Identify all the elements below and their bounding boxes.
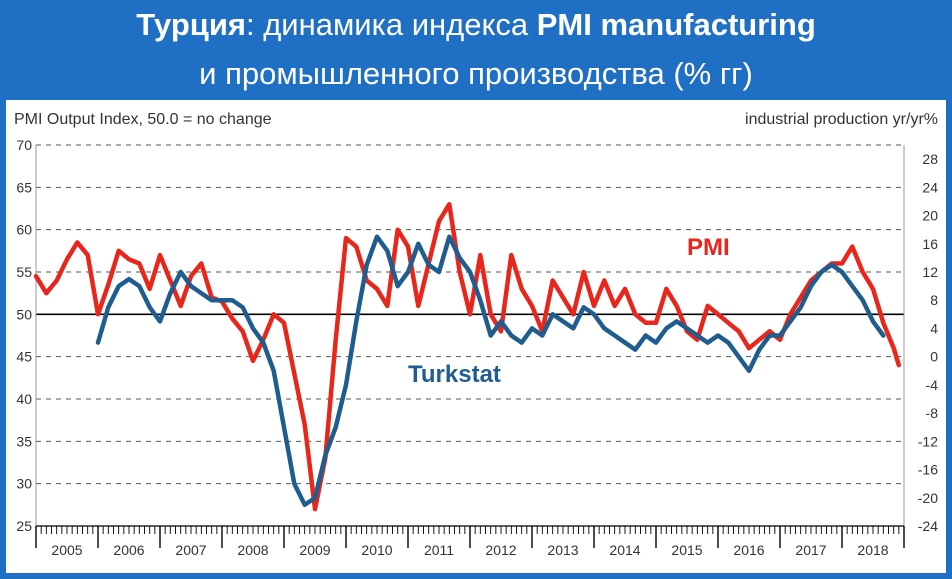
left-tick-label: 40 <box>16 391 32 407</box>
series-lines <box>33 202 902 512</box>
year-label: 2015 <box>671 542 702 558</box>
year-label: 2005 <box>51 542 82 558</box>
series-line-turkstat <box>95 234 886 508</box>
year-label: 2013 <box>547 542 578 558</box>
series-label-pmi: PMI <box>687 234 730 261</box>
right-tick-label: -4 <box>926 377 939 393</box>
left-tick-label: 50 <box>16 306 32 322</box>
year-label: 2010 <box>361 542 392 558</box>
title-line-1: Турция: динамика индекса PMI manufacturi… <box>0 6 952 44</box>
title-line-2: и промышленного производства (% гг) <box>199 56 753 91</box>
title-index-name: PMI manufacturing <box>536 7 816 42</box>
year-label: 2011 <box>424 542 454 558</box>
left-tick-label: 65 <box>16 179 32 195</box>
right-tick-label: 4 <box>930 320 938 336</box>
chart-panel: PMI Output Index, 50.0 = no change indus… <box>6 100 946 573</box>
right-tick-label: 28 <box>922 151 938 167</box>
left-tick-label: 30 <box>16 476 32 492</box>
year-label: 2017 <box>795 542 826 558</box>
left-tick-label: 35 <box>16 433 32 449</box>
left-axis-ticks: 25 30 35 40 45 50 55 60 65 70 <box>16 137 32 534</box>
x-axis: 2005 2006 2007 2008 2009 2010 2011 2012 2013 2014… <box>35 525 905 558</box>
right-tick-label: -8 <box>926 405 939 421</box>
right-tick-label: 16 <box>922 236 938 252</box>
chart-title: Турция: динамика индекса PMI manufacturi… <box>0 0 952 100</box>
right-tick-label: 12 <box>922 264 938 280</box>
series-line-pmi <box>33 202 902 512</box>
left-tick-label: 55 <box>16 264 32 280</box>
year-label: 2014 <box>609 542 640 558</box>
year-label: 2012 <box>485 542 516 558</box>
right-tick-label: 8 <box>930 292 938 308</box>
right-axis-ticks: -24 -20 -16 -12 -8 -4 0 4 8 12 16 20 24 28 <box>918 151 938 534</box>
right-tick-label: 0 <box>930 349 938 365</box>
year-label: 2018 <box>857 542 888 558</box>
series-label-turkstat: Turkstat <box>408 361 501 388</box>
year-label: 2007 <box>175 542 206 558</box>
year-label: 2008 <box>237 542 268 558</box>
left-axis-label: PMI Output Index, 50.0 = no change <box>14 111 272 128</box>
year-label: 2016 <box>733 542 764 558</box>
right-tick-label: -24 <box>918 518 938 534</box>
left-tick-label: 60 <box>16 222 32 238</box>
year-label: 2006 <box>113 542 144 558</box>
title-text: : динамика индекса <box>245 7 537 42</box>
year-label: 2009 <box>299 542 330 558</box>
pmi-chart: PMI Output Index, 50.0 = no change indus… <box>14 111 938 558</box>
left-tick-label: 45 <box>16 349 32 365</box>
left-tick-label: 70 <box>16 137 32 153</box>
right-tick-label: 24 <box>922 179 938 195</box>
right-tick-label: 20 <box>922 208 938 224</box>
right-tick-label: -20 <box>918 490 938 506</box>
annotations: PMI Turkstat <box>408 234 730 388</box>
right-tick-label: -12 <box>918 433 938 449</box>
left-tick-label: 25 <box>16 518 32 534</box>
right-tick-label: -16 <box>918 462 938 478</box>
title-country: Турция <box>136 7 246 42</box>
right-axis-label: industrial production yr/yr% <box>745 111 938 128</box>
